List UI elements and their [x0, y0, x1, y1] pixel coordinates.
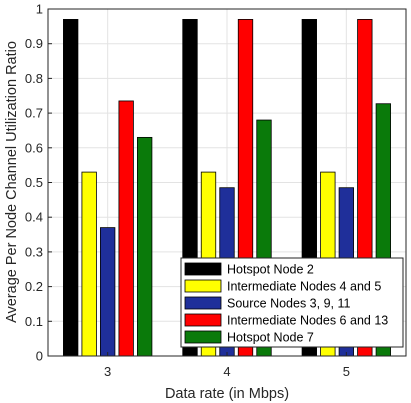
bar: [63, 19, 79, 357]
x-axis-title: Data rate (in Mbps): [165, 386, 289, 402]
y-tick-label: 0.7: [25, 106, 43, 121]
y-tick-label: 0.4: [25, 210, 43, 225]
legend-swatch: [184, 279, 222, 293]
legend-swatch: [184, 262, 222, 276]
legend-swatch: [184, 330, 222, 344]
legend-label: Hotspot Node 2: [227, 263, 314, 277]
y-axis-title: Average Per Node Channel Utilization Rat…: [4, 41, 20, 323]
y-tick-label: 0.1: [25, 314, 43, 329]
legend-label: Hotspot Node 7: [227, 331, 314, 345]
y-tick-label: 0: [36, 349, 43, 364]
x-tick-label: 4: [223, 364, 230, 379]
bar: [81, 171, 97, 357]
y-tick-label: 0.2: [25, 279, 43, 294]
y-tick-label: 0.3: [25, 244, 43, 259]
bar: [100, 227, 116, 357]
y-axis-ticks: 0 0.1 0.2 0.3 0.4 0.5 0.6 0.7 0.8 0.9 1: [25, 2, 52, 364]
y-tick-label: 0.6: [25, 140, 43, 155]
bar: [118, 100, 134, 357]
legend-swatch: [184, 313, 222, 327]
y-tick-label: 0.5: [25, 175, 43, 190]
y-tick-label: 0.8: [25, 71, 43, 86]
x-tick-label: 5: [343, 364, 350, 379]
x-axis-ticks: 3 4 5: [104, 352, 350, 379]
legend: Hotspot Node 2 Intermediate Nodes 4 and 5…: [180, 257, 404, 348]
x-tick-label: 3: [104, 364, 111, 379]
y-tick-label: 1: [36, 2, 43, 17]
legend-label: Source Nodes 3, 9, 11: [227, 297, 351, 311]
legend-swatch: [184, 296, 222, 310]
legend-label: Intermediate Nodes 4 and 5: [227, 280, 381, 294]
bar: [137, 136, 153, 357]
y-tick-label: 0.9: [25, 36, 43, 51]
legend-label: Intermediate Nodes 6 and 13: [227, 314, 388, 328]
